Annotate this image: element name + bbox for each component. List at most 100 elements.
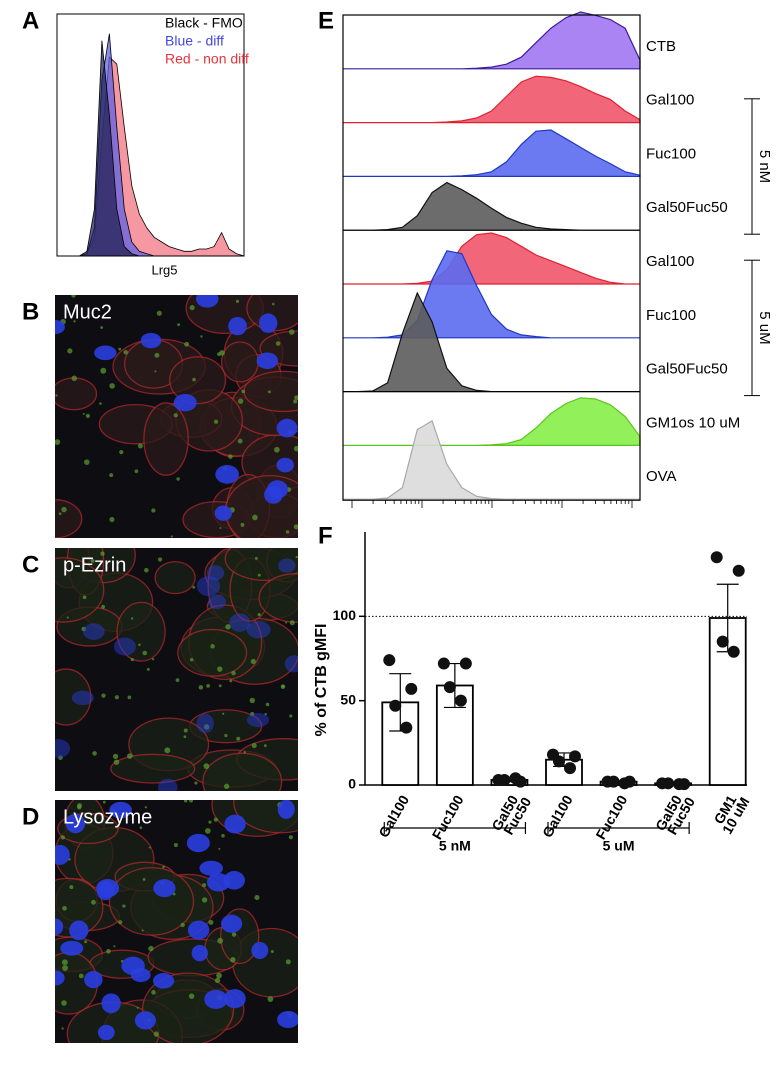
- nucleus: [206, 873, 231, 892]
- panel-letter: B: [22, 298, 39, 325]
- granule: [137, 443, 143, 449]
- row-label: Gal50Fuc50: [646, 199, 728, 216]
- legend-label: Red - non diff: [165, 51, 249, 67]
- granule: [118, 347, 122, 351]
- granule: [285, 621, 288, 624]
- granule: [214, 977, 221, 984]
- cell-outline: [143, 402, 189, 476]
- granule: [294, 395, 298, 401]
- granule: [240, 522, 245, 527]
- granule: [249, 697, 255, 704]
- row-label: Fuc100: [646, 307, 696, 324]
- plot-frame: [342, 14, 641, 501]
- granule: [109, 473, 114, 478]
- granule: [270, 949, 274, 953]
- data-point: [405, 682, 418, 695]
- granule: [122, 904, 126, 908]
- cell-outline: [116, 601, 166, 662]
- granule: [217, 666, 223, 672]
- granule: [66, 616, 69, 619]
- granule: [254, 894, 260, 901]
- granule: [285, 530, 290, 534]
- nucleus: [65, 813, 86, 834]
- granule: [151, 657, 155, 661]
- granule: [142, 878, 146, 881]
- granule: [264, 713, 267, 716]
- granule: [136, 1006, 139, 1009]
- granule: [61, 506, 67, 513]
- nucleus: [196, 713, 214, 734]
- nucleus: [101, 993, 121, 1014]
- granule: [157, 557, 163, 562]
- histogram-area: [57, 56, 245, 257]
- nucleus: [134, 1011, 156, 1030]
- granule: [252, 514, 258, 521]
- cell-outline: [110, 753, 196, 784]
- granule: [113, 759, 120, 765]
- granule: [61, 959, 68, 966]
- granule: [153, 1031, 160, 1037]
- granule: [218, 847, 221, 850]
- granule: [293, 445, 298, 452]
- nucleus: [207, 594, 227, 610]
- legend-label: Black - FMO: [165, 15, 243, 31]
- data-point: [389, 699, 402, 712]
- histogram-area: [343, 75, 641, 124]
- nucleus: [214, 505, 233, 521]
- panel-letter: D: [22, 803, 39, 830]
- granule: [208, 919, 214, 925]
- granule: [91, 899, 96, 905]
- cell-outline: [169, 356, 227, 405]
- granule: [205, 828, 211, 834]
- granule: [173, 842, 178, 848]
- granule: [138, 643, 141, 647]
- cell-outline: [55, 668, 92, 726]
- nucleus: [264, 485, 283, 504]
- granule: [83, 459, 90, 465]
- row-label: Gal100: [646, 92, 694, 109]
- nucleus: [276, 418, 298, 438]
- granule: [216, 972, 222, 979]
- granule: [148, 945, 154, 952]
- nucleus: [284, 655, 298, 673]
- plot-frame: [56, 13, 245, 257]
- nucleus: [55, 970, 65, 986]
- granule: [202, 883, 207, 888]
- granule: [71, 295, 76, 298]
- cell-outline: [55, 499, 83, 538]
- panel-letter: E: [318, 7, 334, 34]
- granule: [73, 320, 76, 323]
- granule: [127, 695, 132, 700]
- data-point: [498, 773, 511, 786]
- granule: [210, 644, 215, 649]
- granule: [92, 751, 97, 756]
- granule: [134, 469, 139, 474]
- granule: [237, 398, 244, 404]
- nucleus: [228, 316, 247, 336]
- granule: [180, 922, 185, 928]
- granule: [84, 940, 88, 944]
- granule: [217, 352, 221, 357]
- nucleus: [251, 941, 269, 959]
- granule: [154, 352, 160, 358]
- granule: [293, 524, 298, 530]
- cell-outline: [154, 561, 196, 595]
- granule: [126, 753, 133, 759]
- row-label: GM1os 10 uM: [646, 414, 740, 431]
- nucleus: [199, 860, 223, 876]
- granule: [139, 826, 143, 830]
- granule: [106, 949, 111, 954]
- granule: [173, 413, 178, 418]
- granule: [192, 585, 196, 589]
- granule: [257, 613, 261, 617]
- granule: [289, 620, 295, 626]
- granule: [280, 684, 286, 689]
- nucleus: [60, 940, 84, 956]
- data-point: [459, 657, 472, 670]
- granule: [71, 375, 78, 382]
- group-label: 5 uM: [756, 311, 773, 344]
- granule: [228, 454, 233, 459]
- x-tick-label: Gal100: [375, 792, 412, 840]
- granule: [189, 657, 194, 662]
- granule: [112, 753, 119, 760]
